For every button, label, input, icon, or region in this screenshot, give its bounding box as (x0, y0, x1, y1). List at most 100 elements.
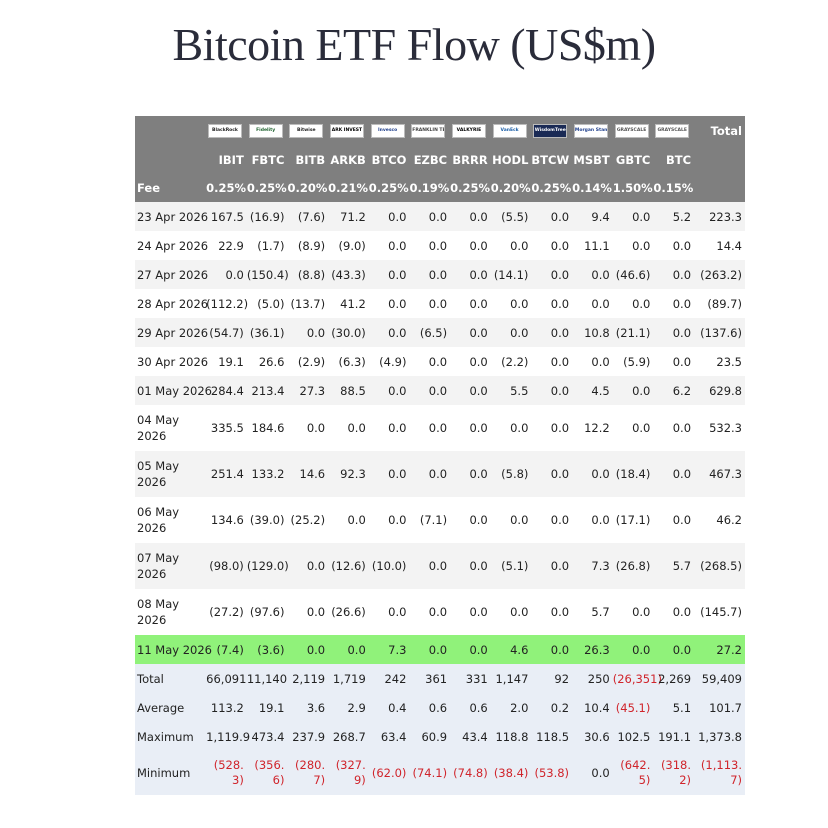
summary-value: (528.3) (206, 751, 247, 795)
flow-value: (43.3) (328, 260, 369, 289)
flow-value: (13.7) (287, 289, 329, 318)
summary-value: 10.4 (572, 693, 613, 722)
flow-value: 0.0 (490, 289, 532, 318)
issuer-cell: Morgan Stanley (572, 116, 613, 146)
flow-value: 14.4 (694, 231, 745, 260)
ticker-btc: BTC (653, 146, 695, 174)
header-blank-cell (694, 174, 745, 202)
total-column-header: Total (694, 116, 745, 146)
fee-ezbc: 0.19% (409, 174, 451, 202)
summary-value: 0.6 (450, 693, 491, 722)
flow-value: (30.0) (328, 318, 369, 347)
flow-value: 0.0 (490, 589, 532, 635)
flow-value: (12.6) (328, 543, 369, 589)
summary-value: 1,147 (490, 664, 532, 693)
flow-value: 4.6 (490, 635, 532, 664)
flow-value: 0.0 (490, 318, 532, 347)
ticker-row: IBIT FBTC BITB ARKB BTCO EZBC BRRR HODL BTCW MSBT… (135, 146, 745, 174)
summary-value: (26,351) (612, 664, 662, 693)
issuer-logo-11: GRAYSCALE (614, 124, 649, 139)
summary-value: 237.9 (287, 722, 329, 751)
flow-value: (6.3) (328, 347, 369, 376)
flow-value: 0.0 (531, 347, 573, 376)
ticker-bitb: BITB (287, 146, 329, 174)
flow-value: 629.8 (694, 376, 745, 405)
flow-value: 0.0 (653, 589, 695, 635)
summary-value: 0.0 (572, 751, 613, 795)
table-row: 28 Apr 2026 (112.2) (5.0) (13.7) 41.2 0.0 0.0 0… (135, 289, 745, 318)
flow-value: (54.7) (206, 318, 247, 347)
issuer-logo-5: Invesco (370, 124, 405, 139)
flow-value: 0.0 (409, 260, 451, 289)
flow-value: (112.2) (206, 289, 248, 318)
summary-value: 0.4 (368, 693, 410, 722)
summary-value: (74.1) (409, 751, 451, 795)
row-date: 08 May 2026 (135, 589, 207, 635)
flow-value: 22.9 (206, 231, 247, 260)
flow-value: 0.0 (572, 347, 613, 376)
flow-value: 0.0 (368, 260, 410, 289)
summary-value: 331 (450, 664, 491, 693)
flow-value: 0.0 (531, 202, 573, 231)
row-date: 28 Apr 2026 (135, 289, 208, 318)
row-date: 05 May 2026 (135, 451, 207, 497)
flow-value: 19.1 (206, 347, 247, 376)
ticker-gbtc: GBTC (612, 146, 654, 174)
summary-value: 59,409 (694, 664, 745, 693)
flow-value: (97.6) (246, 589, 288, 635)
flow-value: (25.2) (287, 497, 329, 543)
row-date: 24 Apr 2026 (135, 231, 208, 260)
issuer-logo-8: VanEck (492, 124, 527, 139)
summary-value: 63.4 (368, 722, 410, 751)
summary-value: 2.0 (490, 693, 532, 722)
row-date: 01 May 2026 (135, 376, 212, 405)
issuer-logo-4: ARK INVEST (329, 124, 364, 139)
flow-value: (26.8) (612, 543, 654, 589)
flow-value: 0.0 (612, 635, 654, 664)
summary-value: 118.8 (490, 722, 532, 751)
flow-value: 0.0 (409, 635, 451, 664)
flow-value: 0.0 (531, 289, 573, 318)
flow-value: 0.0 (409, 289, 451, 318)
issuer-cell: ARK INVEST (328, 116, 369, 146)
flow-value: 5.5 (490, 376, 532, 405)
row-date: 04 May 2026 (135, 405, 207, 451)
table-row: 29 Apr 2026 (54.7) (36.1) 0.0 (30.0) 0.0 (6.5)… (135, 318, 745, 347)
flow-value: 0.0 (368, 231, 410, 260)
summary-row-maximum: Maximum 1,119.9 473.4 237.9 268.7 63.4 60.9 43.… (135, 722, 745, 751)
flow-value: 9.4 (572, 202, 613, 231)
flow-value: 0.0 (653, 347, 695, 376)
flow-value: 0.0 (653, 260, 695, 289)
summary-label: Minimum (135, 751, 207, 795)
flow-value: (129.0) (246, 543, 289, 589)
flow-value: (39.0) (246, 497, 288, 543)
flow-value: 184.6 (246, 405, 288, 451)
summary-value: 2.9 (328, 693, 369, 722)
flow-value: 0.0 (531, 635, 573, 664)
table-row: 08 May 2026 (27.2) (97.6) 0.0 (26.6) 0.0 0.0 0.… (135, 589, 745, 635)
flow-value: (7.6) (287, 202, 329, 231)
flow-value: (150.4) (246, 260, 289, 289)
flow-value: 0.0 (531, 497, 573, 543)
flow-value: (5.9) (612, 347, 654, 376)
flow-value: 0.0 (531, 231, 573, 260)
flow-value: 167.5 (206, 202, 247, 231)
flow-value: (8.8) (287, 260, 329, 289)
summary-value: 102.5 (612, 722, 654, 751)
fee-row: Fee 0.25% 0.25% 0.20% 0.21% 0.25% 0.19% 0.25% 0.… (135, 174, 745, 202)
summary-value: (1,113.7) (694, 751, 745, 795)
summary-value: (642.5) (612, 751, 654, 795)
flow-value: 0.0 (572, 451, 613, 497)
ticker-arkb: ARKB (328, 146, 369, 174)
flow-value: 0.0 (368, 376, 410, 405)
flow-value: 0.0 (450, 451, 491, 497)
flow-value: 0.0 (450, 231, 491, 260)
summary-value: 2,269 (653, 664, 695, 693)
row-date: 27 Apr 2026 (135, 260, 208, 289)
ticker-btco: BTCO (368, 146, 410, 174)
table-row: 06 May 2026 134.6 (39.0) (25.2) 0.0 0.0 (7.1) 0… (135, 497, 745, 543)
flow-value: 10.8 (572, 318, 613, 347)
table-row: 04 May 2026 335.5 184.6 0.0 0.0 0.0 0.0 0.0 0.0 0… (135, 405, 745, 451)
summary-value: 118.5 (531, 722, 573, 751)
page-title: Bitcoin ETF Flow (US$m) (172, 19, 656, 70)
